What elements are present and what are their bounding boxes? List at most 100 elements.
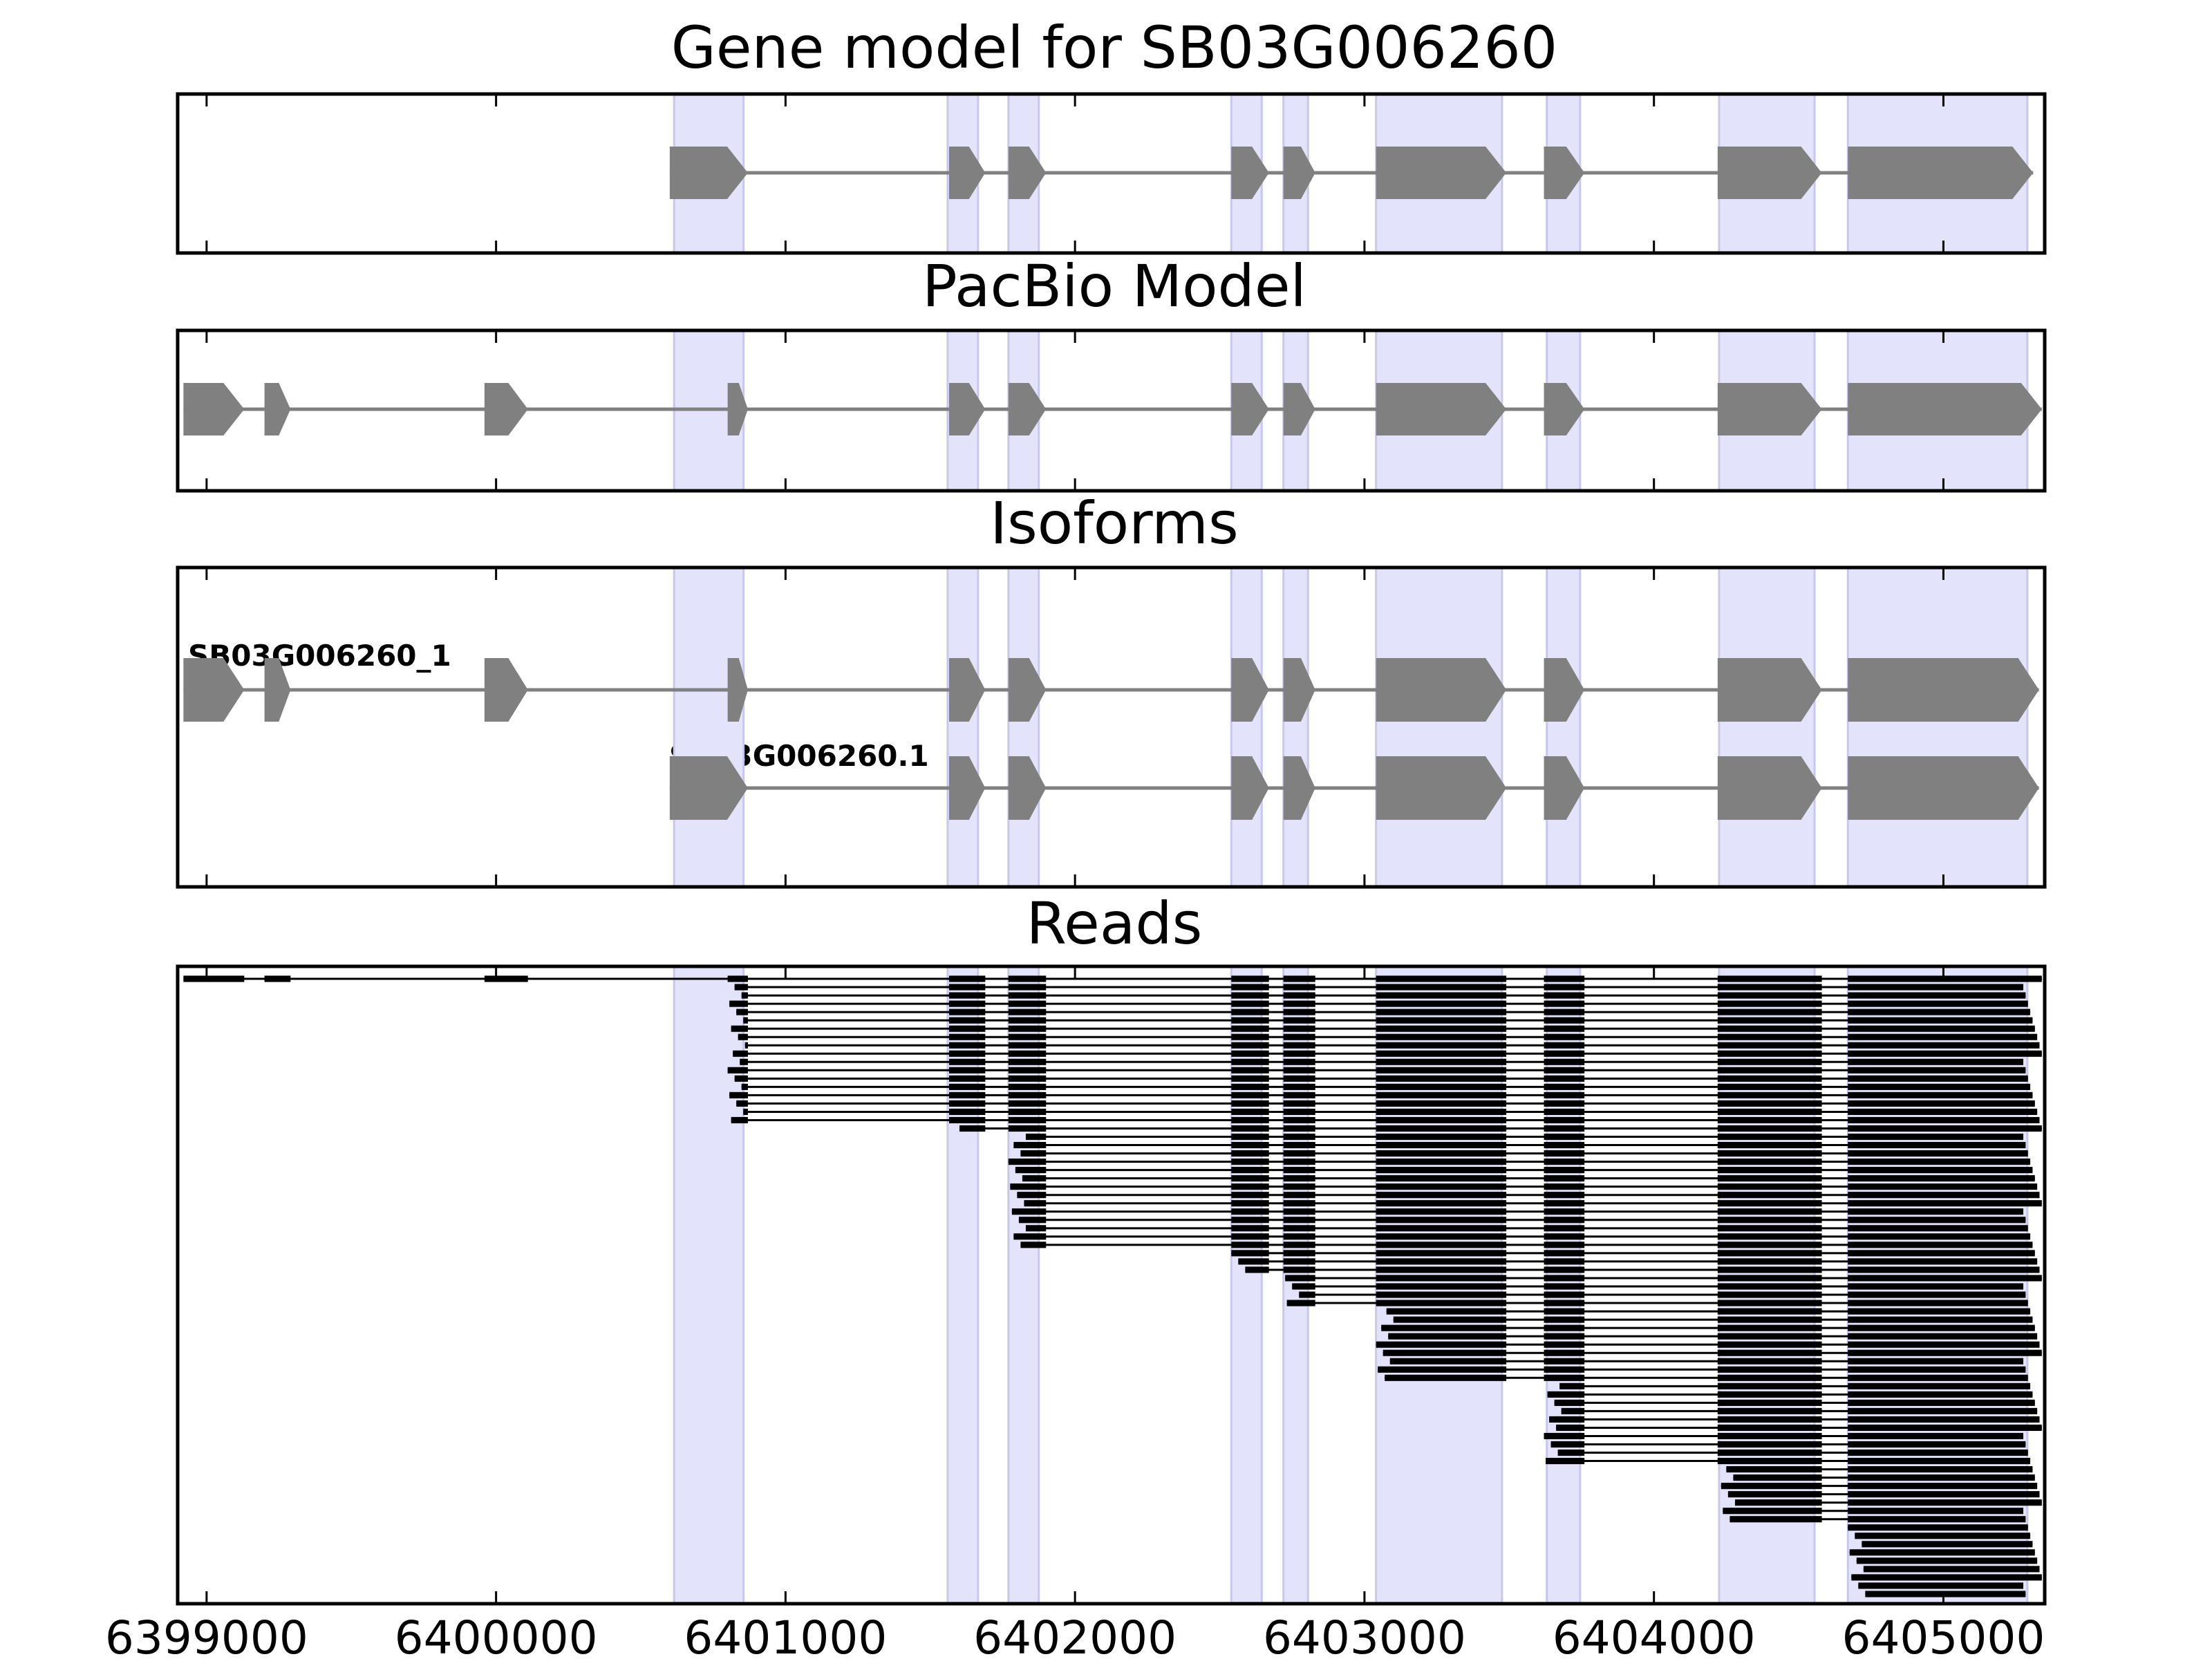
x-tick-label: 6402000 xyxy=(973,1611,1177,1659)
read-block xyxy=(1717,1432,1822,1440)
read-block xyxy=(1717,1391,1822,1398)
read-block xyxy=(1283,1225,1315,1232)
read-block xyxy=(1283,1091,1315,1098)
exon-block xyxy=(1717,147,1822,199)
read-block xyxy=(1022,1175,1047,1182)
read-block xyxy=(1544,1208,1585,1215)
read-block xyxy=(1283,1141,1315,1149)
read-block xyxy=(1544,1241,1585,1248)
read-block xyxy=(1285,1275,1315,1282)
read-block xyxy=(1283,992,1315,999)
read-block xyxy=(1292,1283,1315,1290)
highlight-region xyxy=(1230,566,1263,888)
read-block xyxy=(1376,1283,1507,1290)
read-block xyxy=(1544,1300,1585,1306)
read-block xyxy=(738,1033,748,1040)
read-block xyxy=(1008,1083,1047,1090)
read-block xyxy=(1848,1508,2024,1515)
read-block xyxy=(1554,1399,1585,1406)
read-block xyxy=(1231,1033,1269,1040)
panel-0 xyxy=(176,92,2047,255)
read-block xyxy=(1008,1075,1047,1082)
read-block xyxy=(1717,1416,1822,1423)
read-block xyxy=(1549,1416,1585,1423)
read-block xyxy=(1231,1100,1269,1107)
read-block xyxy=(1376,1025,1507,1032)
read-block xyxy=(1376,1217,1507,1224)
read-block xyxy=(1717,1341,1822,1348)
read-block xyxy=(1848,1100,2035,1107)
read-block xyxy=(1848,1075,2028,1082)
exon-block xyxy=(1544,756,1585,820)
read-block xyxy=(1025,1133,1047,1141)
read-block xyxy=(1851,1574,2042,1581)
read-block xyxy=(1717,1083,1822,1090)
read-block xyxy=(1008,1058,1047,1065)
read-block xyxy=(1283,1183,1315,1190)
read-block xyxy=(1557,1449,1585,1456)
exon-block xyxy=(948,658,986,722)
read-block xyxy=(948,1025,986,1032)
read-block xyxy=(1231,1200,1269,1207)
read-block xyxy=(1231,1217,1269,1224)
read-block xyxy=(1717,1291,1822,1298)
read-block xyxy=(1848,1225,2028,1232)
exon-block xyxy=(1231,658,1269,722)
read-block xyxy=(1717,1133,1822,1141)
read-block xyxy=(1283,1133,1315,1141)
read-block xyxy=(1848,1150,2028,1157)
read-block xyxy=(1544,1316,1585,1323)
read-block xyxy=(1544,1025,1585,1032)
read-block xyxy=(1376,1233,1507,1240)
read-block xyxy=(1544,1291,1585,1298)
read-block xyxy=(1855,1533,2031,1539)
read-block xyxy=(1231,984,1269,991)
read-block xyxy=(1020,1150,1047,1157)
read-block xyxy=(1283,1000,1315,1007)
read-block xyxy=(1717,1192,1822,1199)
read-block xyxy=(1848,1341,2040,1348)
read-block xyxy=(1717,1217,1822,1224)
read-block xyxy=(1018,1217,1047,1224)
read-block xyxy=(1283,984,1315,991)
read-block xyxy=(1717,1175,1822,1182)
read-block xyxy=(1283,1075,1315,1082)
read-block xyxy=(1020,1241,1047,1248)
read-block xyxy=(1385,1374,1507,1381)
read-block xyxy=(1848,1366,2026,1373)
read-block xyxy=(1376,1159,1507,1165)
read-block xyxy=(1231,1183,1269,1190)
read-block xyxy=(1544,1141,1585,1149)
read-block xyxy=(1717,1283,1822,1290)
read-block xyxy=(1717,1159,1822,1165)
read-block xyxy=(1848,1058,2024,1065)
read-block xyxy=(1544,1308,1585,1315)
read-block xyxy=(484,975,528,982)
exon-block xyxy=(1231,383,1269,435)
read-block xyxy=(948,1108,986,1116)
read-block xyxy=(1848,1499,2042,1506)
read-block xyxy=(1544,1374,1585,1381)
read-block xyxy=(1231,1241,1269,1248)
read-block xyxy=(1376,1208,1507,1215)
read-block xyxy=(948,1042,986,1049)
read-block xyxy=(1024,1200,1047,1207)
read-block xyxy=(1010,1183,1047,1190)
exon-block xyxy=(1283,147,1315,199)
read-block xyxy=(743,1108,748,1116)
exon-block xyxy=(948,383,986,435)
read-block xyxy=(1286,1300,1315,1306)
exon-block xyxy=(1717,756,1822,820)
read-block xyxy=(1008,1017,1047,1024)
panel-frame xyxy=(176,92,2047,255)
read-block xyxy=(1376,1225,1507,1232)
read-block xyxy=(1856,1557,2038,1564)
read-block xyxy=(1008,1159,1047,1165)
read-block xyxy=(1376,1100,1507,1107)
read-block xyxy=(731,1025,748,1032)
read-block xyxy=(1544,1358,1585,1365)
read-block xyxy=(1025,1225,1047,1232)
read-block xyxy=(1723,1508,1822,1515)
exon-block xyxy=(1008,756,1047,820)
x-tick-label: 6400000 xyxy=(395,1611,598,1659)
